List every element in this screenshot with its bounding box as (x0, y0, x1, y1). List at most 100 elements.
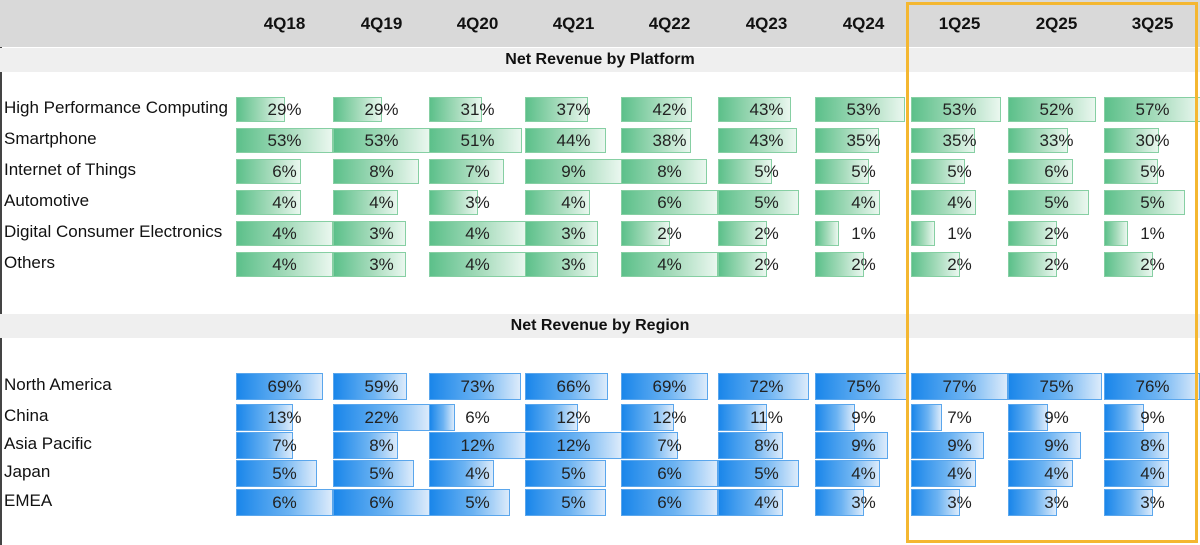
data-bar (815, 432, 888, 459)
data-bar (911, 128, 975, 153)
data-cell: 5% (911, 159, 1008, 184)
data-label: 38% (652, 131, 687, 150)
data-cell: 8% (333, 432, 430, 459)
data-bar (333, 460, 414, 487)
data-cell: 6% (621, 190, 718, 215)
data-label: 6% (465, 408, 490, 427)
data-label: 6% (657, 193, 682, 212)
data-cell: 72% (718, 373, 815, 400)
data-label: 35% (942, 131, 977, 150)
data-label: 12% (652, 408, 687, 427)
data-label: 2% (1044, 255, 1069, 274)
data-label: 11% (750, 408, 783, 427)
data-cell: 7% (911, 404, 1008, 431)
data-label: 43% (749, 131, 784, 150)
data-bar (1008, 404, 1048, 431)
data-bar (525, 97, 588, 122)
data-bar (429, 373, 521, 400)
data-label: 37% (556, 100, 591, 119)
data-cell: 4% (1008, 460, 1105, 487)
data-label: 22% (364, 408, 399, 427)
data-label: 2% (754, 255, 779, 274)
data-cell: 3% (333, 221, 430, 246)
data-label: 75% (1039, 377, 1074, 396)
data-cell: 9% (1008, 432, 1105, 459)
data-label: 59% (364, 377, 399, 396)
data-label: 3% (851, 493, 876, 512)
data-bar (1008, 221, 1057, 246)
data-bar (718, 432, 783, 459)
data-label: 6% (272, 162, 297, 181)
data-bar (815, 159, 869, 184)
row-label: EMEA (4, 491, 53, 510)
data-cell: 2% (1104, 252, 1200, 277)
row-label: Asia Pacific (4, 434, 92, 453)
data-bar (1104, 128, 1159, 153)
data-cell: 4% (236, 221, 333, 246)
data-label: 3% (369, 224, 394, 243)
data-bar (815, 97, 905, 122)
data-bar (718, 489, 783, 516)
data-cell: 3% (1008, 489, 1105, 516)
data-label: 4% (561, 193, 586, 212)
data-label: 4% (851, 464, 876, 483)
data-bar (1008, 489, 1057, 516)
data-label: 9% (947, 436, 972, 455)
data-bar (815, 190, 880, 215)
data-label: 5% (1140, 193, 1165, 212)
data-label: 29% (267, 100, 302, 119)
data-label: 9% (851, 436, 876, 455)
data-bar (911, 221, 935, 246)
data-cell: 6% (621, 460, 718, 487)
row-label: Internet of Things (4, 160, 136, 179)
data-cell: 31% (429, 97, 526, 122)
data-bar (525, 460, 606, 487)
data-bar (236, 252, 333, 277)
data-cell: 44% (525, 128, 622, 153)
data-bar (718, 404, 767, 431)
data-label: 4% (272, 193, 297, 212)
data-cell: 12% (429, 432, 526, 459)
data-bar (911, 373, 1008, 400)
data-bar (429, 190, 478, 215)
data-bar (1008, 159, 1073, 184)
data-label: 3% (947, 493, 972, 512)
data-bar (621, 221, 670, 246)
data-cell: 4% (429, 252, 526, 277)
data-cell: 3% (1104, 489, 1200, 516)
data-cell: 4% (815, 190, 912, 215)
data-bar (1104, 221, 1128, 246)
data-bar (1008, 128, 1068, 153)
data-bar (236, 128, 333, 153)
data-bar (718, 373, 809, 400)
data-label: 5% (947, 162, 972, 181)
data-label: 66% (556, 377, 591, 396)
data-label: 5% (561, 493, 586, 512)
data-cell: 4% (525, 190, 622, 215)
data-cell: 5% (1104, 190, 1200, 215)
data-cell: 38% (621, 128, 718, 153)
data-label: 51% (460, 131, 495, 150)
data-bar (718, 190, 799, 215)
data-bar (1104, 373, 1200, 400)
data-cell: 6% (429, 404, 526, 431)
column-header-4q24: 4Q24 (842, 14, 885, 33)
data-cell: 2% (1008, 252, 1105, 277)
data-cell: 57% (1104, 97, 1200, 122)
data-bar (718, 221, 767, 246)
data-cell: 9% (525, 159, 622, 184)
data-bar (236, 159, 301, 184)
data-bar (815, 128, 879, 153)
data-bar (815, 221, 839, 246)
data-bar (1104, 489, 1153, 516)
data-cell: 77% (911, 373, 1008, 400)
data-bar (911, 404, 942, 431)
data-bar (236, 404, 293, 431)
data-label: 5% (1044, 193, 1069, 212)
data-bar (525, 190, 590, 215)
row-label: Smartphone (4, 129, 97, 148)
data-cell: 1% (815, 221, 912, 246)
data-bar (621, 432, 678, 459)
data-bar (525, 489, 606, 516)
data-cell: 4% (815, 460, 912, 487)
